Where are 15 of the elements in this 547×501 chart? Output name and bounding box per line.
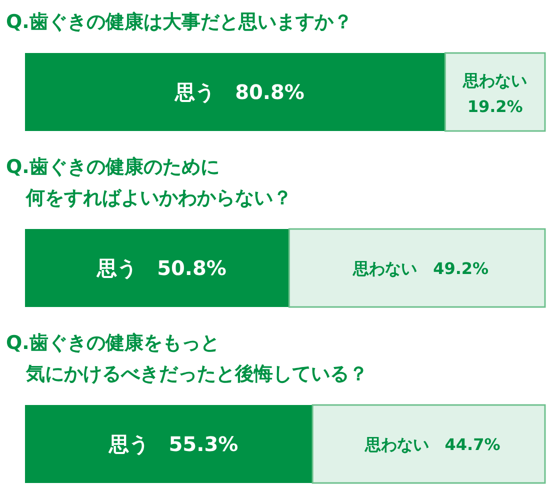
data-label: 19.2% <box>467 97 523 116</box>
data-label: 55.3% <box>168 432 238 456</box>
series-label: 思う <box>96 256 138 280</box>
series-label: 思う <box>174 80 216 104</box>
data-label: 49.2% <box>433 258 489 278</box>
data-label: 44.7% <box>444 434 500 454</box>
series-label: 思わない <box>364 434 429 454</box>
series-label: 思わない <box>352 258 418 278</box>
chart-title: Q.歯ぐきの健康は大事だと思いますか？ <box>6 11 352 33</box>
chart-title: Q.歯ぐきの健康のために何をすればよいかわからない？ <box>6 156 292 209</box>
series-label: 思わない <box>462 71 528 90</box>
data-label: 50.8% <box>157 256 226 280</box>
data-label: 80.8% <box>235 80 304 104</box>
chart-title: Q.歯ぐきの健康をもっと気にかけるべきだったと後悔している？ <box>6 332 368 385</box>
series-label: 思う <box>108 432 149 456</box>
